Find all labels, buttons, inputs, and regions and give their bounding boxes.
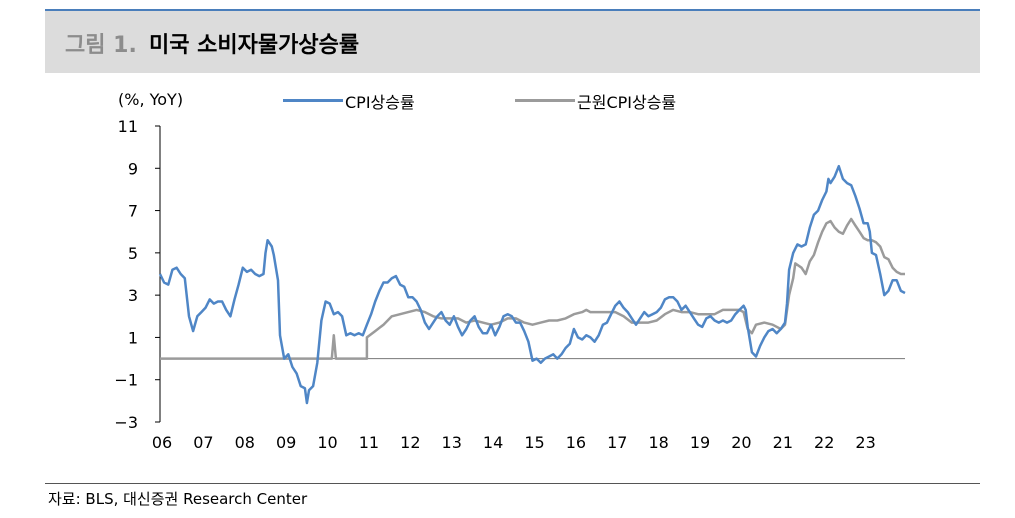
x-tick-label: 08 — [235, 433, 255, 452]
bottom-rule — [45, 483, 980, 484]
x-tick-label: 11 — [359, 433, 379, 452]
x-tick-label: 10 — [317, 433, 337, 452]
x-tick-label: 14 — [483, 433, 503, 452]
series-line-core-cpi — [160, 217, 905, 360]
x-tick-label: 12 — [400, 433, 420, 452]
x-tick-label: 23 — [855, 433, 875, 452]
legend-label-cpi: CPI상승률 — [345, 93, 415, 112]
y-tick-label: 5 — [128, 244, 138, 263]
legend-label-core-cpi: 근원CPI상승률 — [577, 93, 677, 112]
x-tick-label: 22 — [814, 433, 834, 452]
legend-swatch-cpi — [283, 99, 343, 102]
title-band: 그림 1. 미국 소비자물가상승률 — [45, 11, 980, 73]
y-tick-label: −3 — [114, 413, 138, 432]
y-tick-label: 11 — [118, 117, 138, 136]
y-axis-unit: (%, YoY) — [118, 90, 184, 109]
x-tick-label: 20 — [731, 433, 751, 452]
y-tick-label: −1 — [114, 371, 138, 390]
series-line-cpi — [158, 164, 906, 405]
x-tick-label: 06 — [152, 433, 172, 452]
x-tick-label: 16 — [566, 433, 586, 452]
x-tick-label: 07 — [193, 433, 213, 452]
x-tick-label: 18 — [648, 433, 668, 452]
source-note: 자료: BLS, 대신증권 Research Center — [48, 490, 308, 508]
y-tick-label: 1 — [128, 328, 138, 347]
x-tick-label: 17 — [607, 433, 627, 452]
y-tick-label: 7 — [128, 202, 138, 221]
figure-title: 미국 소비자물가상승률 — [149, 33, 360, 58]
figure-label: 그림 1. — [65, 33, 137, 58]
top-rule — [45, 9, 980, 11]
x-tick-label: 21 — [773, 433, 793, 452]
x-tick-label: 19 — [690, 433, 710, 452]
y-tick-label: 9 — [128, 159, 138, 178]
y-tick-label: 3 — [128, 286, 138, 305]
x-tick-label: 13 — [442, 433, 462, 452]
legend-swatch-core-cpi — [515, 99, 575, 102]
x-tick-label: 09 — [276, 433, 296, 452]
x-tick-label: 15 — [524, 433, 544, 452]
